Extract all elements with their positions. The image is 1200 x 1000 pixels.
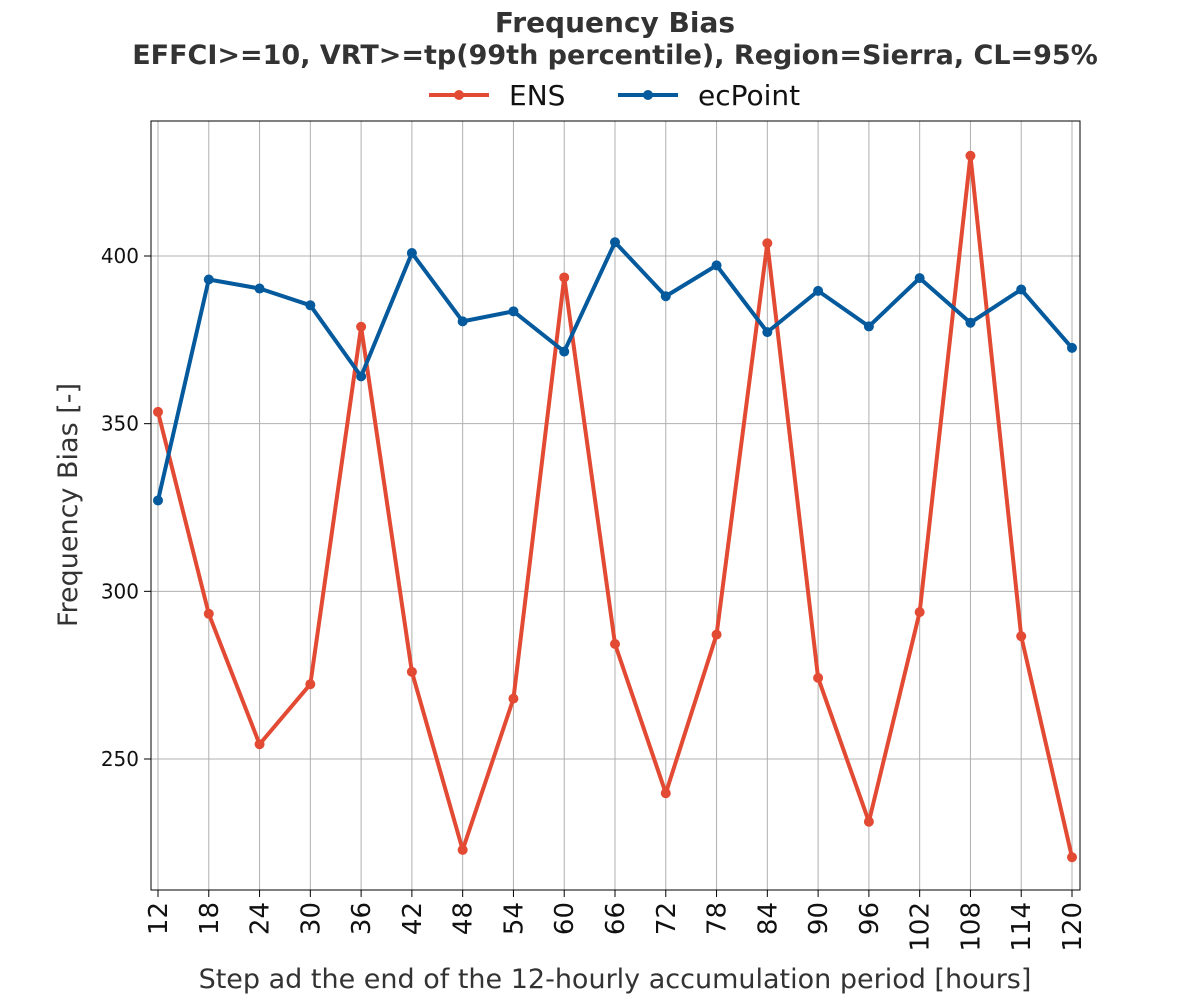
point-ens — [914, 607, 925, 618]
x-tick-label: 84 — [753, 902, 783, 935]
x-tick-label: 66 — [601, 902, 631, 935]
point-ecpoint — [254, 283, 265, 294]
point-ecpoint — [203, 274, 214, 285]
legend-label-ens: ENS — [509, 79, 565, 112]
x-axis: 12 18 24 30 36 42 48 54 60 66 72 78 84 90 96 102 108 114 1… — [144, 890, 1088, 952]
y-axis: 250 300 350 400 — [101, 244, 151, 771]
point-ecpoint — [660, 291, 671, 302]
x-tick-label: 48 — [449, 902, 479, 935]
x-tick-label: 78 — [703, 902, 733, 935]
series-layer — [153, 150, 1077, 863]
x-tick-label: 60 — [550, 902, 580, 935]
y-tick-label: 350 — [101, 412, 139, 436]
x-tick-label: 120 — [1058, 902, 1088, 952]
point-ens — [1016, 631, 1027, 642]
point-ens — [660, 788, 671, 799]
x-axis-label: Step ad the end of the 12-hourly accumul… — [199, 964, 1032, 995]
x-grid — [157, 121, 1073, 890]
y-grid — [151, 255, 1080, 760]
x-tick-label: 12 — [144, 902, 174, 935]
chart-title: Frequency Bias — [495, 6, 735, 39]
x-tick-label: 96 — [855, 902, 885, 935]
x-tick-label: 108 — [956, 902, 986, 952]
point-ecpoint — [813, 285, 824, 296]
x-tick-label: 54 — [499, 902, 529, 935]
x-tick-label: 90 — [804, 902, 834, 935]
y-tick-label: 250 — [101, 747, 139, 771]
chart-subtitle: EFFCI>=10, VRT>=tp(99th percentile), Reg… — [132, 40, 1098, 71]
point-ens — [559, 272, 570, 283]
point-ecpoint — [457, 316, 468, 327]
point-ens — [356, 321, 367, 332]
point-ens — [457, 844, 468, 855]
point-ecpoint — [305, 300, 316, 311]
point-ecpoint — [153, 495, 163, 506]
x-tick-label: 24 — [246, 902, 276, 935]
point-ecpoint — [914, 273, 925, 284]
point-ens — [305, 679, 316, 690]
legend: ENS ecPoint — [429, 79, 800, 112]
point-ecpoint — [356, 371, 367, 382]
y-axis-label: Frequency Bias [-] — [53, 383, 84, 627]
point-ens — [762, 238, 773, 249]
point-ens — [965, 150, 976, 161]
x-tick-label: 102 — [906, 902, 936, 952]
x-tick-label: 72 — [652, 902, 682, 935]
point-ens — [153, 406, 163, 417]
point-ecpoint — [762, 327, 773, 338]
x-tick-label: 36 — [347, 902, 377, 935]
legend-marker-ecpoint — [643, 90, 653, 100]
point-ecpoint — [610, 237, 620, 248]
point-ecpoint — [406, 247, 417, 258]
x-tick-label: 30 — [296, 902, 326, 935]
point-ecpoint — [1016, 284, 1027, 295]
point-ecpoint — [711, 260, 722, 271]
y-tick-label: 300 — [101, 579, 139, 603]
legend-label-ecpoint: ecPoint — [698, 79, 800, 112]
point-ens — [508, 693, 519, 704]
y-tick-label: 400 — [101, 244, 139, 268]
point-ens — [610, 638, 620, 649]
point-ecpoint — [508, 306, 519, 317]
x-tick-label: 42 — [398, 902, 428, 935]
legend-marker-ens — [454, 90, 464, 100]
point-ens — [254, 739, 265, 750]
point-ens — [863, 816, 874, 827]
point-ens — [711, 629, 722, 640]
x-tick-label: 114 — [1007, 902, 1037, 952]
point-ens — [406, 666, 417, 677]
point-ens — [203, 608, 214, 619]
point-ecpoint — [863, 321, 874, 332]
point-ens — [1067, 852, 1077, 863]
point-ecpoint — [1067, 342, 1077, 353]
point-ens — [813, 672, 824, 683]
x-tick-label: 18 — [195, 902, 225, 935]
point-ecpoint — [965, 317, 976, 328]
point-ecpoint — [559, 346, 570, 357]
